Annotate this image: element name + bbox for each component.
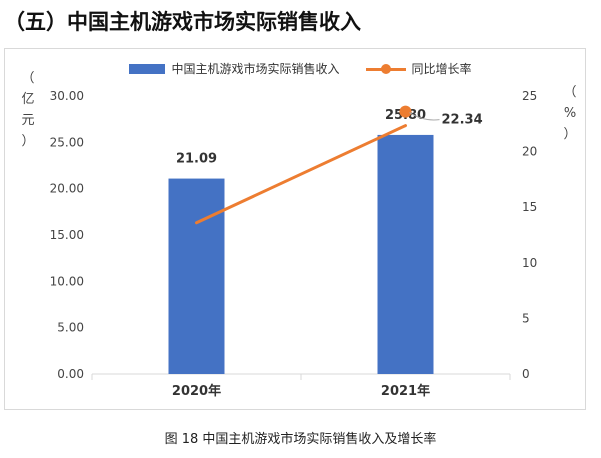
right-axis-tick-label: 10 <box>522 256 537 270</box>
growth-line <box>195 124 407 225</box>
legend-item-revenue[interactable]: 中国主机游戏市场实际销售收入 <box>129 60 340 77</box>
right-axis-tick-label: 15 <box>522 200 537 214</box>
right-axis-unit-percent: % <box>563 106 577 121</box>
left-axis-tick-label: 10.00 <box>50 274 84 288</box>
page-heading: （五）中国主机游戏市场实际销售收入 <box>4 10 361 34</box>
bar-data-label: 21.09 <box>176 152 217 167</box>
legend-item-growth[interactable]: 同比增长率 <box>365 60 472 77</box>
growth-point-marker <box>399 105 412 118</box>
bar-revenue <box>168 178 225 374</box>
figure-caption: 图 18 中国主机游戏市场实际销售收入及增长率 <box>164 432 437 447</box>
right-axis-unit: （ % ） <box>562 82 578 145</box>
growth-data-label: 22.34 <box>442 113 483 128</box>
left-axis-unit-yi: 亿 <box>21 92 35 107</box>
left-axis-tick-label: 0.00 <box>57 367 84 381</box>
left-axis-tick-label: 25.00 <box>50 135 84 149</box>
right-axis-tick-label: 5 <box>522 311 530 325</box>
right-axis-unit-open: （ <box>563 85 577 100</box>
chart-frame <box>4 48 586 410</box>
legend-bar-swatch <box>129 63 166 74</box>
x-axis-category-label: 2021年 <box>381 383 430 399</box>
right-axis-unit-close: ） <box>563 127 577 142</box>
right-axis-tick-label: 0 <box>522 367 530 381</box>
left-axis-tick-label: 30.00 <box>50 89 84 103</box>
x-axis-category-label: 2020年 <box>172 383 221 399</box>
left-axis-unit-open: （ <box>21 71 35 86</box>
bar-revenue <box>377 134 434 374</box>
left-axis-unit: （ 亿 元 ） <box>20 68 36 152</box>
legend-label-revenue: 中国主机游戏市场实际销售收入 <box>171 62 340 76</box>
legend-label-growth: 同比增长率 <box>411 62 472 76</box>
right-axis-tick-label: 25 <box>522 89 537 103</box>
right-axis-tick-label: 20 <box>522 145 537 159</box>
left-axis-tick-label: 5.00 <box>57 321 84 335</box>
chart-legend: 中国主机游戏市场实际销售收入 同比增长率 <box>0 60 601 77</box>
left-axis-unit-yuan: 元 <box>21 113 35 128</box>
legend-line-swatch <box>365 63 406 74</box>
left-axis-tick-label: 20.00 <box>50 182 84 196</box>
left-axis-tick-label: 15.00 <box>50 228 84 242</box>
left-axis-unit-close: ） <box>21 134 35 149</box>
growth-label-leader <box>409 112 440 121</box>
